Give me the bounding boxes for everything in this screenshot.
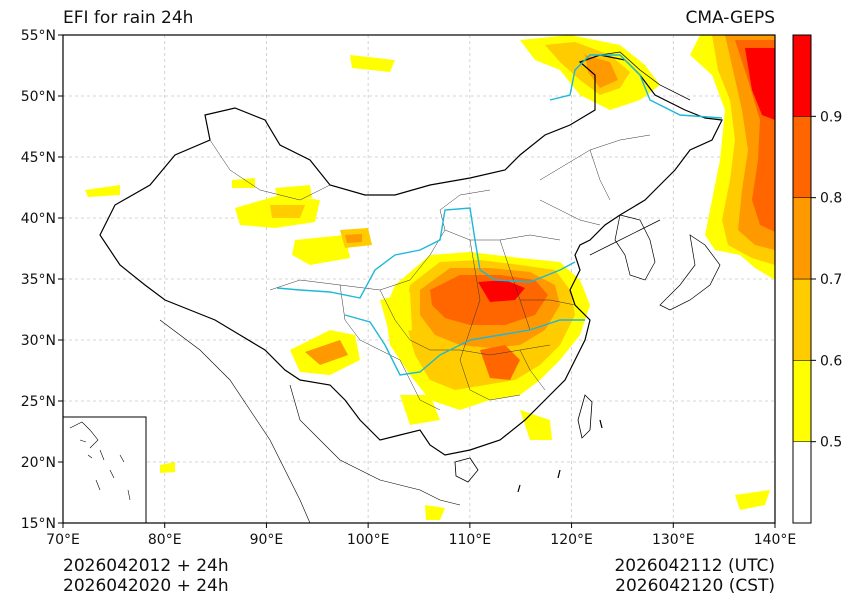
colorbar-segment: [792, 278, 812, 361]
efi-field-central-china: [480, 345, 520, 380]
lat-tick-label: 55°N: [21, 28, 56, 44]
forecast-init-utc: 2026042012 + 24h: [63, 556, 229, 576]
efi-field-west: [380, 292, 412, 335]
korea-outline: [614, 214, 656, 281]
colorbar-segment: [792, 116, 812, 198]
colorbar-segment: [792, 197, 812, 280]
efi-field-west: [270, 205, 305, 218]
lon-tick-label: 140°E: [754, 532, 797, 548]
efi-field-misc: [85, 185, 120, 197]
country-border: [159, 319, 311, 523]
lon-tick-label: 110°E: [449, 532, 492, 548]
map-title-right: CMA-GEPS: [685, 8, 775, 28]
japan-outline: [659, 234, 721, 311]
country-border: [589, 219, 661, 256]
efi-field-heilongjiang: [585, 55, 618, 88]
china-border: [99, 54, 723, 456]
inset-map-content: [69, 421, 131, 501]
latitude-axis: 15°N 20°N 25°N 30°N 35°N 40°N 45°N 50°N 55°N: [21, 28, 63, 532]
south-china-sea-lines: [517, 419, 603, 493]
colorbar-segment: [792, 360, 812, 442]
efi-field-west: [345, 234, 362, 243]
lat-tick-label: 20°N: [21, 455, 56, 471]
lon-tick-label: 130°E: [652, 532, 695, 548]
efi-shading: [85, 35, 775, 520]
taiwan-outline: [577, 394, 593, 439]
lon-tick-label: 90°E: [250, 532, 284, 548]
efi-field-misc: [425, 505, 445, 520]
valid-time-cst: 2026042120 (CST): [615, 576, 775, 596]
efi-field-southwest: [305, 340, 348, 365]
colorbar: 0.5 0.6 0.7 0.8 0.9: [792, 34, 842, 524]
rivers: [276, 54, 723, 376]
lat-tick-label: 30°N: [21, 333, 56, 349]
efi-field-misc: [160, 462, 175, 473]
hainan-outline: [454, 457, 479, 483]
lat-tick-label: 25°N: [21, 394, 56, 410]
valid-time-utc: 2026042112 (UTC): [614, 556, 775, 576]
lat-tick-label: 45°N: [21, 150, 56, 166]
efi-field-west: [232, 178, 255, 188]
colorbar-segment: [792, 441, 812, 524]
lat-tick-label: 40°N: [21, 211, 56, 227]
efi-field-southwest: [400, 395, 440, 425]
inset-map-south-china-sea: [62, 416, 147, 524]
lon-tick-label: 80°E: [148, 532, 182, 548]
efi-field-central-china: [478, 280, 525, 302]
lat-tick-label: 50°N: [21, 89, 56, 105]
lat-tick-label: 35°N: [21, 272, 56, 288]
map-title-left: EFI for rain 24h: [63, 8, 194, 28]
country-border: [599, 51, 691, 101]
colorbar-tick-label: 0.7: [820, 272, 842, 288]
efi-field-west: [292, 235, 350, 265]
lon-tick-label: 70°E: [46, 532, 80, 548]
colorbar-tick-label: 0.8: [820, 191, 842, 207]
colorbar-tick-label: 0.6: [820, 353, 842, 369]
lon-tick-label: 100°E: [347, 532, 390, 548]
colorbar-segment: [792, 34, 812, 117]
lon-tick-label: 120°E: [550, 532, 593, 548]
lat-tick-label: 15°N: [21, 516, 56, 532]
efi-field-misc: [735, 490, 770, 510]
forecast-init-cst: 2026042020 + 24h: [63, 576, 229, 596]
efi-field-northeast: [745, 48, 775, 120]
country-border: [289, 384, 461, 506]
colorbar-tick-label: 0.9: [820, 109, 842, 125]
colorbar-tick-label: 0.5: [820, 435, 842, 451]
efi-field-misc: [350, 55, 395, 72]
longitude-axis: 70°E 80°E 90°E 100°E 110°E 120°E 130°E 140°E: [46, 523, 796, 548]
